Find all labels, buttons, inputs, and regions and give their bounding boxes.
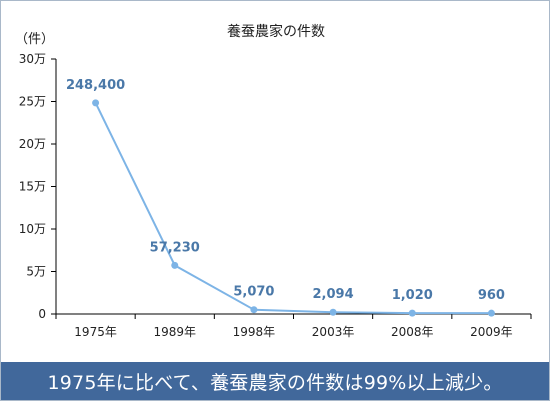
x-tick-label: 1989年 [153, 325, 196, 339]
x-tick-label: 2008年 [391, 325, 434, 339]
data-label: 960 [478, 288, 505, 303]
series-line [94, 102, 492, 315]
y-tick-label: 5万 [26, 265, 46, 279]
axes [55, 59, 531, 315]
y-tick-label: 20万 [19, 137, 46, 151]
data-point [250, 306, 258, 314]
y-tick-label: 30万 [19, 52, 46, 66]
data-point [408, 309, 416, 317]
series-group [92, 99, 495, 317]
y-tick-label: 25万 [19, 95, 46, 109]
data-label: 5,070 [233, 285, 274, 300]
data-labels: 248,400 57,230 5,070 2,094 1,020 960 [66, 78, 505, 303]
x-tick-label: 1975年 [74, 325, 117, 339]
data-point [92, 99, 100, 107]
y-tick-label: 10万 [19, 222, 46, 236]
y-tick-label: 0 [38, 307, 46, 321]
data-label: 2,094 [313, 287, 354, 302]
x-tick-label: 2003年 [312, 325, 355, 339]
line-chart: 養蚕農家の件数 （件） 0 5万 10万 15万 20万 25万 30万 1975年 1989… [15, 23, 532, 339]
x-tick-label: 2009年 [470, 325, 513, 339]
data-label: 57,230 [150, 240, 200, 255]
y-axis-ticks: 0 5万 10万 15万 20万 25万 30万 [19, 52, 56, 321]
y-axis-unit-label: （件） [15, 32, 54, 47]
y-tick-label: 15万 [19, 180, 46, 194]
data-point [487, 309, 495, 317]
data-point [171, 261, 179, 269]
caption-bar: 1975年に比べて、養蚕農家の件数は99%以上減少。 [1, 362, 549, 400]
caption-text: 1975年に比べて、養蚕農家の件数は99%以上減少。 [47, 371, 503, 394]
data-label: 248,400 [66, 78, 125, 93]
data-label: 1,020 [392, 288, 433, 303]
x-tick-label: 1998年 [233, 325, 276, 339]
chart-title: 養蚕農家の件数 [227, 23, 325, 40]
data-point [329, 308, 337, 316]
x-axis-ticks: 1975年 1989年 1998年 2003年 2008年 2009年 [55, 314, 532, 339]
